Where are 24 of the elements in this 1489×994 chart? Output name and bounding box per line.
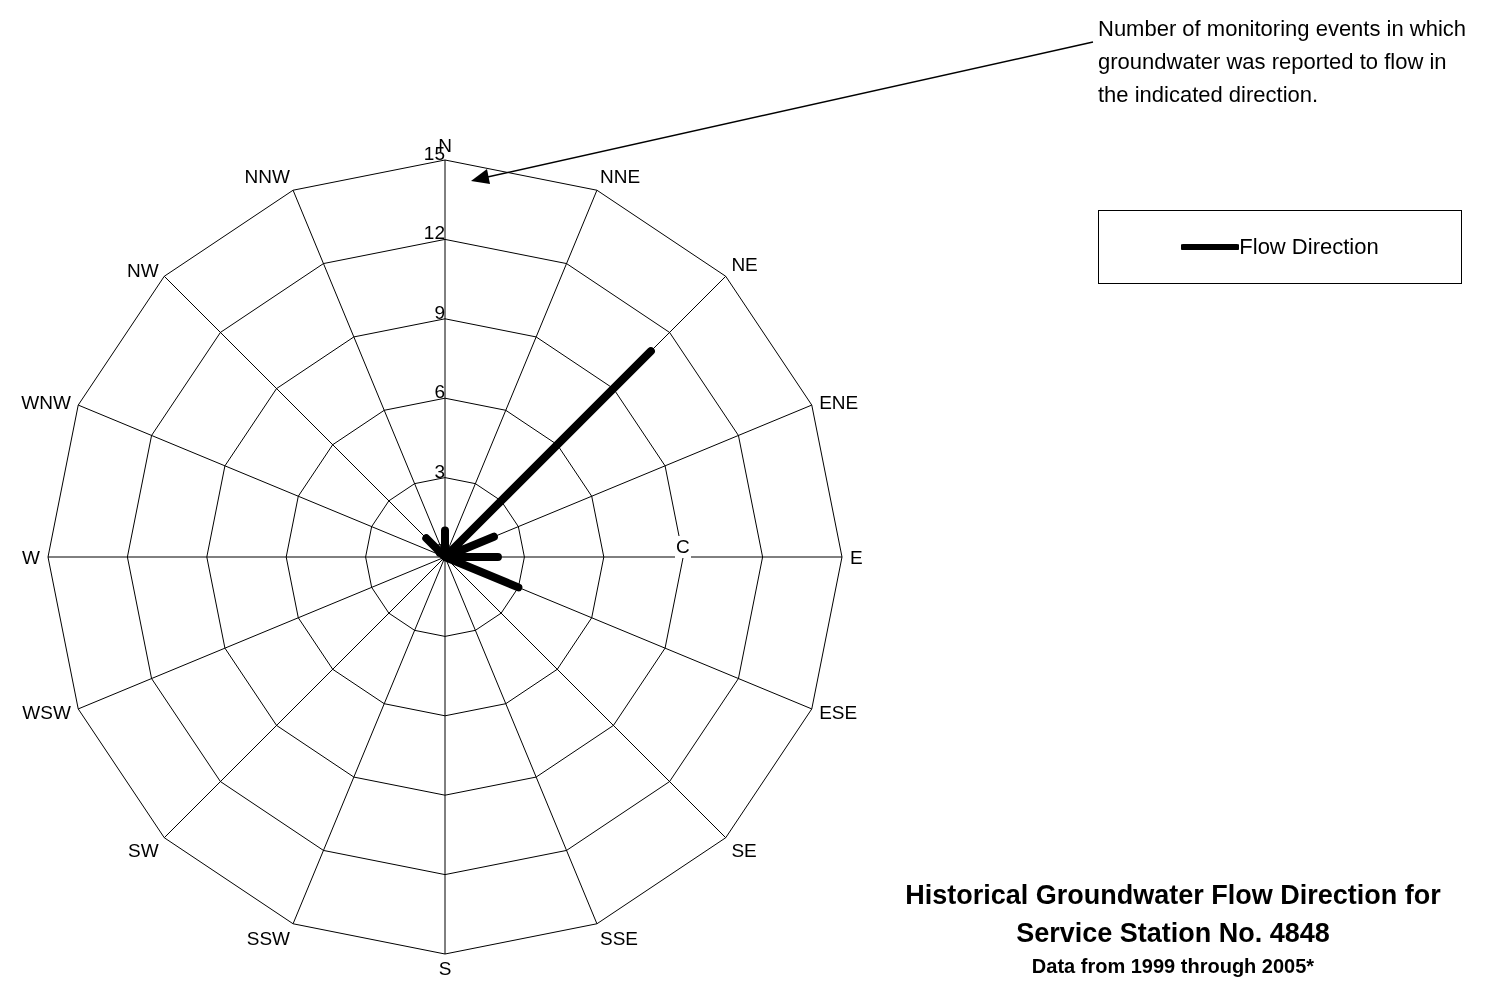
y-tick-label: 6 — [434, 381, 445, 403]
spoke-label: NNE — [599, 165, 641, 187]
spoke-label: NE — [731, 253, 758, 275]
spoke-label: ESE — [819, 701, 858, 723]
spoke-label: ENE — [819, 391, 859, 413]
spoke-label: SSW — [246, 927, 291, 949]
spoke-label: NW — [126, 260, 159, 282]
spoke-label: WNW — [21, 391, 71, 413]
text: C — [675, 536, 691, 558]
spoke-label: NNW — [244, 165, 291, 187]
y-tick-label: 9 — [434, 301, 445, 323]
text: Data from 1999 through 2005* — [1030, 954, 1316, 979]
legend-label: Flow Direction — [1239, 234, 1379, 260]
y-tick-label: 12 — [423, 222, 445, 244]
text: Number of monitoring events in which groundwater was reported to flow in the indicated direction. — [1098, 15, 1468, 109]
spoke-label: W — [22, 546, 41, 568]
spoke-label: WSW — [22, 701, 71, 723]
spoke-label: SE — [731, 839, 757, 861]
text: Historical Groundwater Flow Direction for Service Station No. 4848 — [904, 879, 1442, 950]
y-tick-label: 3 — [434, 460, 445, 482]
spoke-label: E — [850, 546, 863, 568]
spoke-label: S — [438, 958, 452, 980]
spoke-label: SW — [128, 839, 159, 861]
spoke-label: SSE — [599, 927, 639, 949]
